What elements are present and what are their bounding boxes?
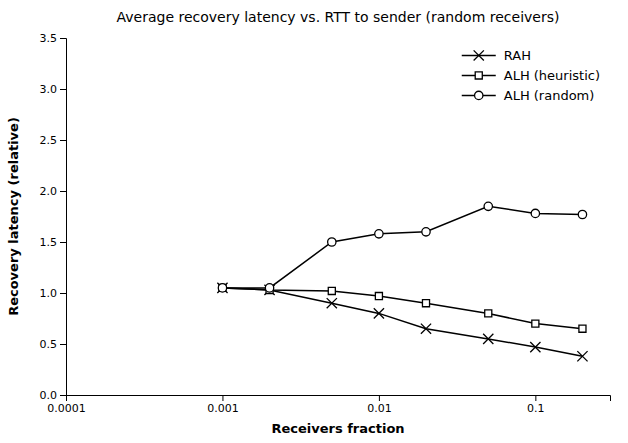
x-tick-label: 0.001 xyxy=(207,402,239,415)
point xyxy=(579,325,586,332)
x-tick-mark xyxy=(535,395,536,401)
point xyxy=(578,210,586,218)
legend: RAH ALH (heuristic) ALH (random) xyxy=(462,48,600,103)
point xyxy=(375,230,383,238)
legend-item: RAH xyxy=(462,48,531,63)
x-tick: 0.1 xyxy=(527,395,545,415)
y-axis-title: Recovery latency (relative) xyxy=(6,117,21,316)
y-tick: 3.0 xyxy=(40,83,67,96)
x-tick: 0.001 xyxy=(207,395,239,415)
point xyxy=(484,202,492,210)
x-tick-mark xyxy=(379,395,380,401)
y-tick: 1.5 xyxy=(40,236,67,249)
y-tick-label: 0.5 xyxy=(40,338,58,351)
title: Average recovery latency vs. RTT to send… xyxy=(117,9,560,25)
point xyxy=(219,284,226,291)
legend-label: RAH xyxy=(504,48,531,63)
series xyxy=(218,202,586,292)
point xyxy=(422,300,429,307)
point xyxy=(530,342,540,352)
point xyxy=(375,293,382,300)
x-axis-line xyxy=(67,396,611,402)
y-tick: 2.5 xyxy=(40,134,67,147)
chart: 0.0001 0.001 0.01 0.1 0.0 0.5 1.0 1.5 2.0 2.5 3.0 3… xyxy=(0,0,628,443)
y-tick: 1.0 xyxy=(40,287,67,300)
legend-item: ALH (random) xyxy=(462,88,595,103)
y-tick-mark xyxy=(60,89,66,90)
y-tick-mark xyxy=(60,242,66,243)
point xyxy=(374,308,384,318)
point xyxy=(421,324,431,334)
y-tick-mark xyxy=(60,293,66,294)
point xyxy=(328,238,336,246)
series-line xyxy=(222,206,582,288)
x-axis-title: Receivers fraction xyxy=(271,421,404,436)
x-tick-label: 0.01 xyxy=(367,402,392,415)
legend-label: ALH (random) xyxy=(504,88,595,103)
point xyxy=(483,334,493,344)
point xyxy=(422,228,430,236)
y-tick-mark xyxy=(60,140,66,141)
plot: 0.0001 0.001 0.01 0.1 0.0 0.5 1.0 1.5 2.0 2.5 3.0 3… xyxy=(40,32,611,415)
y-tick-label: 1.0 xyxy=(40,287,58,300)
y-tick-label: 1.5 xyxy=(40,236,58,249)
y-tick-mark xyxy=(60,344,66,345)
point xyxy=(265,284,273,292)
y-tick-label: 2.5 xyxy=(40,134,58,147)
y-tick-label: 3.0 xyxy=(40,83,58,96)
y-tick-label: 0.0 xyxy=(40,389,58,402)
x-tick-mark xyxy=(222,395,223,401)
y-axis-line xyxy=(60,39,67,396)
point xyxy=(485,310,492,317)
y-tick: 3.5 xyxy=(40,32,67,45)
y-tick-mark xyxy=(60,38,66,39)
series-line xyxy=(222,288,582,329)
y-tick-label: 3.5 xyxy=(40,32,58,45)
series xyxy=(217,283,587,362)
x-tick-label: 0.1 xyxy=(527,402,545,415)
y-tick: 0.5 xyxy=(40,338,67,351)
legend-item: ALH (heuristic) xyxy=(462,68,600,83)
legend-marker xyxy=(474,50,484,60)
legend-label: ALH (heuristic) xyxy=(504,68,600,83)
x-tick-label: 0.0001 xyxy=(47,402,86,415)
legend-marker xyxy=(475,72,482,79)
y-tick: 2.0 xyxy=(40,185,67,198)
x-tick: 0.01 xyxy=(367,395,392,415)
point xyxy=(328,287,335,294)
y-tick: 0.0 xyxy=(40,389,67,402)
point xyxy=(531,209,539,217)
y-axis: 0.0 0.5 1.0 1.5 2.0 2.5 3.0 3.5 xyxy=(40,32,67,402)
y-tick-mark xyxy=(60,395,66,396)
y-tick-mark xyxy=(60,191,66,192)
x-axis: 0.0001 0.001 0.01 0.1 xyxy=(47,395,610,415)
data xyxy=(217,202,587,361)
point xyxy=(217,283,227,293)
point xyxy=(218,284,226,292)
legend-marker xyxy=(475,91,483,99)
series xyxy=(219,284,586,332)
y-tick-label: 2.0 xyxy=(40,185,58,198)
series-line xyxy=(222,288,582,356)
point xyxy=(577,351,587,361)
point xyxy=(327,298,337,308)
point xyxy=(532,320,539,327)
